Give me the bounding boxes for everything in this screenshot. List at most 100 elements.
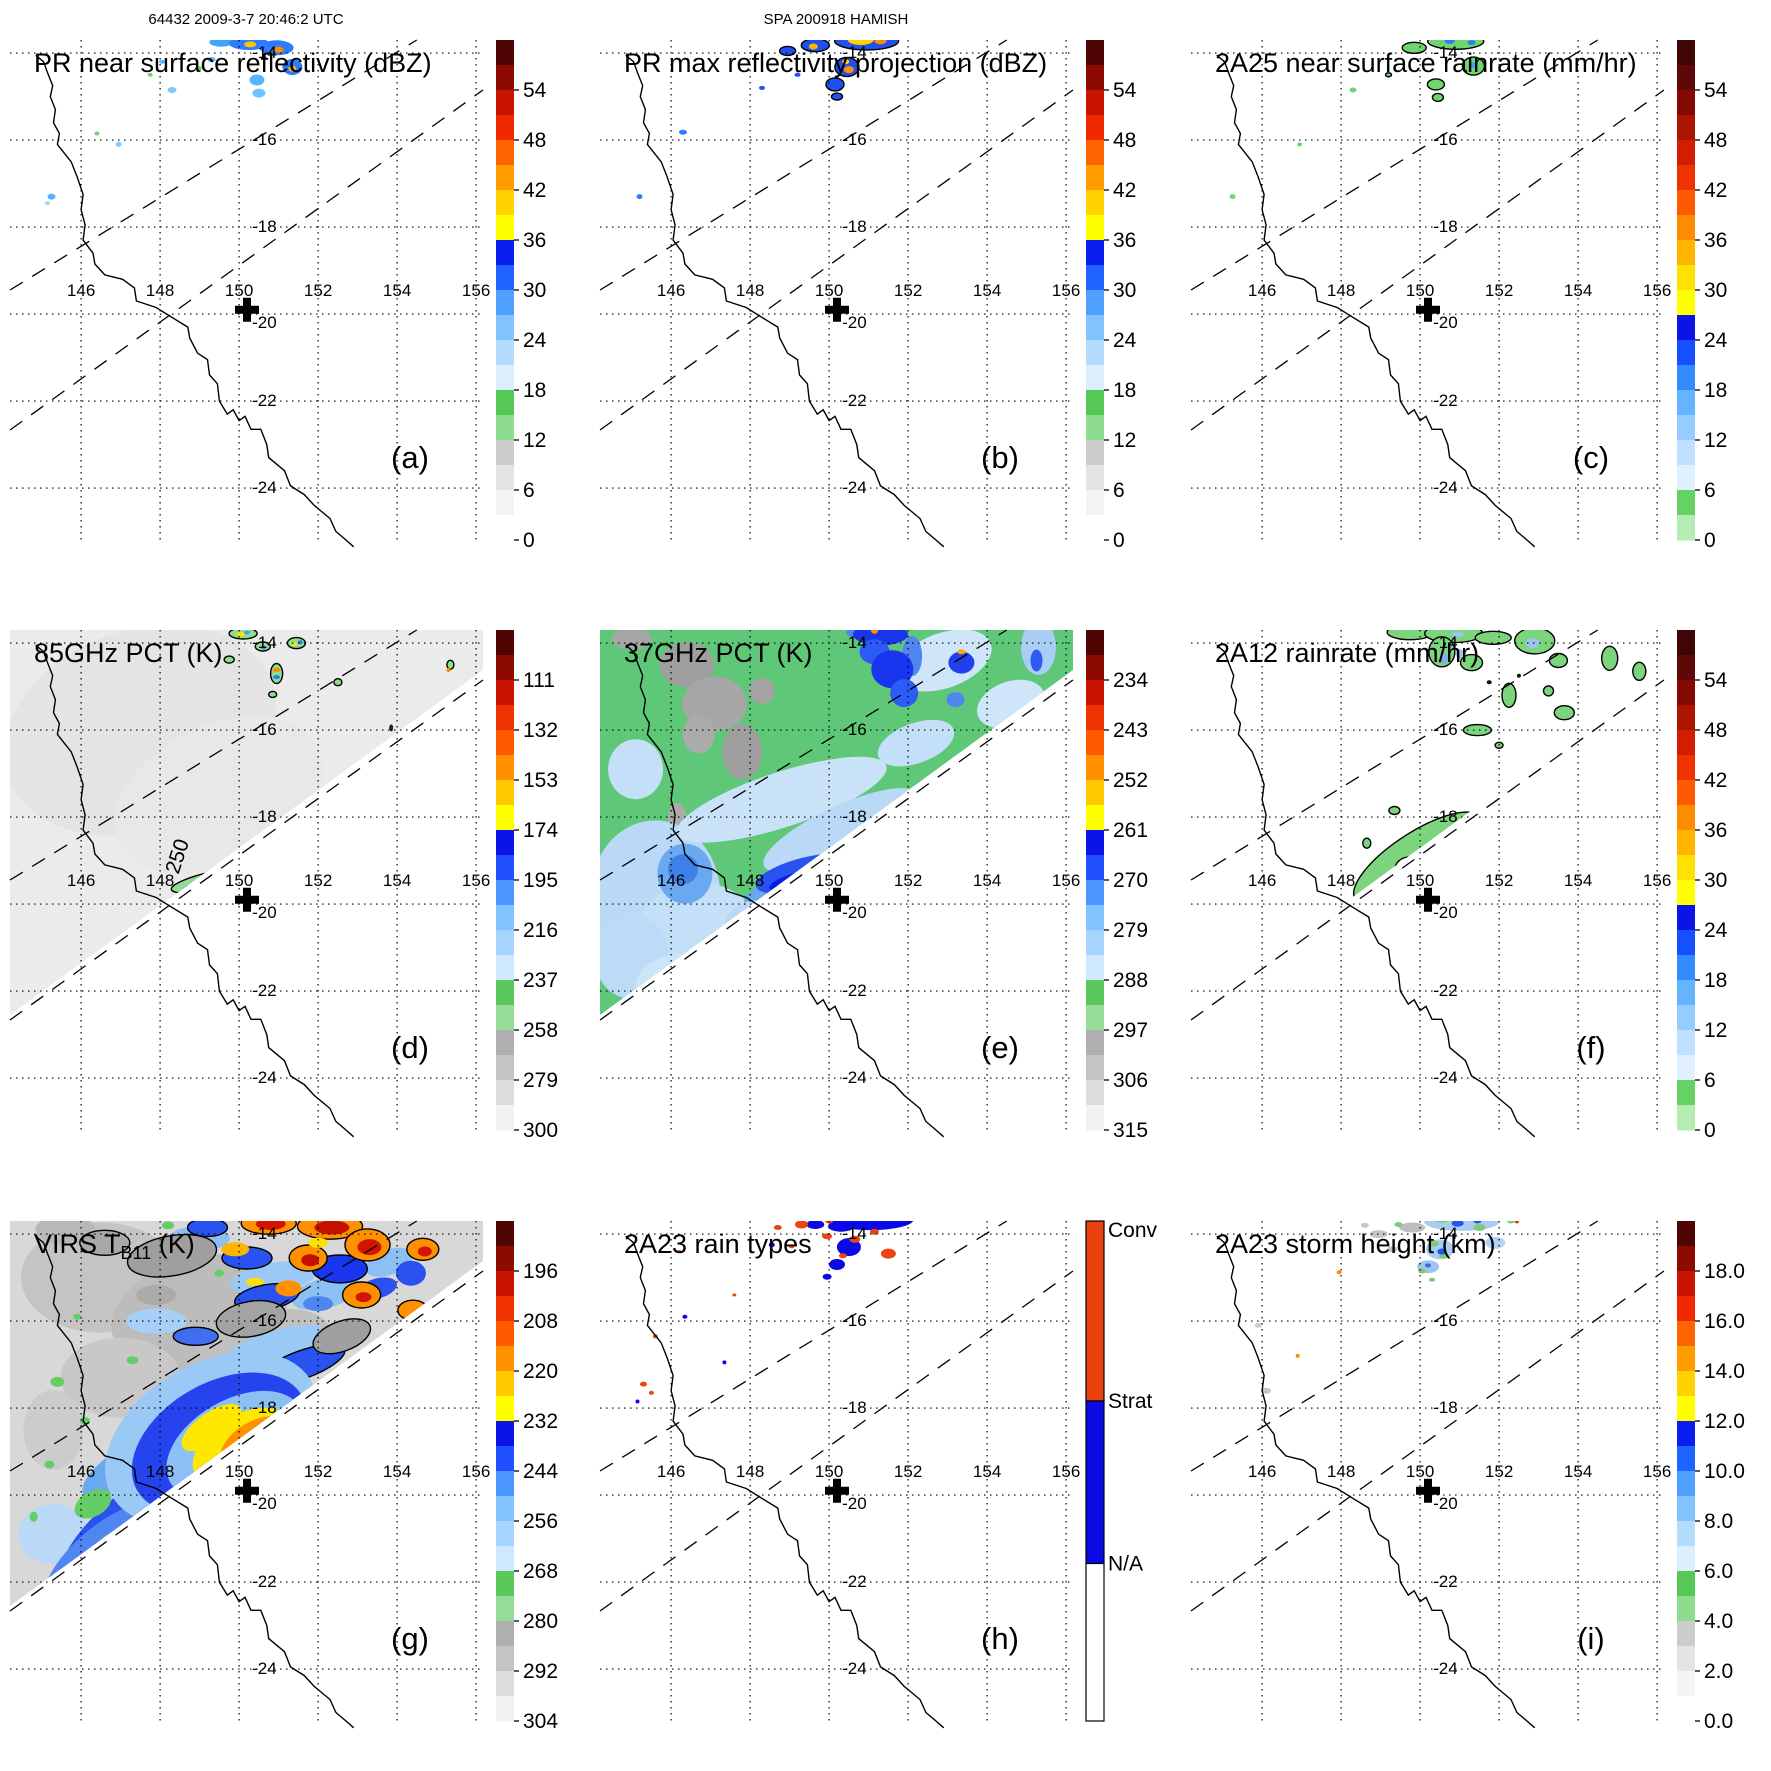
colorbar-segment <box>1676 190 1695 216</box>
data-blob <box>147 72 153 77</box>
data-blob <box>308 1237 329 1248</box>
colorbar-segment <box>1676 1545 1695 1572</box>
data-blob <box>849 1235 861 1243</box>
colorbar-tick-label: 30 <box>1113 279 1136 302</box>
lon-tick-label: 154 <box>383 1462 411 1481</box>
colorbar-segment <box>1086 805 1105 831</box>
colorbar-segment <box>1086 905 1105 931</box>
lon-tick-label: 148 <box>736 871 764 890</box>
colorbar-segment <box>1676 390 1695 416</box>
colorbar-category-label: Conv <box>1108 1219 1158 1242</box>
colorbar-tick-label: 30 <box>1704 869 1727 892</box>
colorbar-tick-label: 220 <box>523 1360 558 1383</box>
colorbar-segment <box>1676 830 1695 856</box>
data-blob <box>1451 631 1464 638</box>
colorbar-tick-label: 256 <box>523 1510 558 1533</box>
colorbar-tick-label: 18.0 <box>1704 1260 1745 1283</box>
data-blob <box>167 87 177 93</box>
colorbar-segment <box>496 905 514 931</box>
data-blob <box>23 1389 84 1470</box>
data-blob <box>1473 1220 1482 1224</box>
data-blob <box>659 642 715 688</box>
data-blob <box>1444 40 1455 44</box>
lat-tick-label: -16 <box>842 1311 867 1330</box>
panel-d: 146 148 150 152 154 156-14-16-18-20-22-24250(… <box>9 629 558 1142</box>
data-blob <box>1439 652 1448 665</box>
colorbar-segment <box>496 1245 514 1272</box>
lat-tick-label: -20 <box>252 903 277 922</box>
colorbar-tick-label: 252 <box>1113 769 1148 792</box>
colorbar-segment <box>496 730 514 756</box>
data-blob <box>779 45 797 57</box>
data-blob <box>73 1313 82 1320</box>
data-blob <box>600 914 670 1000</box>
colorbar-segment <box>1676 340 1695 366</box>
colorbar-segment <box>496 805 514 831</box>
colorbar-segment <box>496 440 514 466</box>
coastline <box>625 644 945 1138</box>
colorbar-segment <box>1676 490 1695 516</box>
colorbar-tick-label: 237 <box>523 969 558 992</box>
graticule <box>600 630 1074 1131</box>
colorbar-segment <box>496 755 514 781</box>
data-blob <box>1369 1229 1388 1238</box>
colorbar-segment <box>1676 705 1695 731</box>
colorbar-segment <box>1676 440 1695 466</box>
colorbar-segment <box>1676 415 1695 441</box>
data-blob <box>244 41 257 48</box>
data-blob <box>1424 1263 1431 1268</box>
data-blob <box>890 679 919 708</box>
data-blob <box>1426 40 1485 50</box>
colorbar-segment <box>496 930 514 956</box>
colorbar-tick-label: 270 <box>1113 869 1148 892</box>
panel-letter: (d) <box>391 1030 429 1065</box>
data-blob <box>723 900 794 961</box>
lat-tick-label: -18 <box>842 1398 867 1417</box>
axis-labels: 146 148 150 152 154 156 -14 -16 -18 -20 -22 -24 <box>67 633 490 1087</box>
coastline <box>625 1235 945 1728</box>
data-blob <box>1548 653 1568 669</box>
data-blob <box>806 1220 825 1229</box>
colorbar-segment <box>496 515 514 541</box>
colorbar-segment <box>1086 1005 1105 1031</box>
data-blob <box>608 739 664 800</box>
data-blob <box>357 1238 382 1255</box>
lat-tick-label: -16 <box>252 720 277 739</box>
data-blob <box>1254 1322 1262 1328</box>
data-blob <box>874 40 887 45</box>
colorbar-tick-label: 196 <box>523 1260 558 1283</box>
lon-tick-label: 148 <box>146 871 174 890</box>
data-blob <box>126 1355 139 1364</box>
data-blob <box>842 59 850 65</box>
colorbar-tick-label: 24 <box>1704 329 1728 352</box>
data-blob <box>333 678 343 687</box>
lat-tick-label: -24 <box>1433 1068 1458 1087</box>
lon-tick-label: 152 <box>1485 281 1513 300</box>
lon-tick-label: 152 <box>894 871 922 890</box>
lon-tick-label: 152 <box>304 281 332 300</box>
colorbar: 234 243 252 261 270 279 288 297 306 315 <box>1086 630 1149 1142</box>
colorbar-tick-label: 36 <box>1704 819 1727 842</box>
colorbar-segment <box>496 315 514 341</box>
data-blob <box>1451 1220 1464 1227</box>
coastline <box>35 644 355 1138</box>
graticule <box>600 40 1074 540</box>
colorbar-tick-label: 10.0 <box>1704 1460 1745 1483</box>
colorbar-segment <box>1086 240 1105 266</box>
colorbar-segment <box>496 240 514 266</box>
colorbar-tick-label: 12 <box>1704 429 1727 452</box>
colorbar-tick-label: 16.0 <box>1704 1310 1745 1333</box>
data-blob <box>1437 848 1446 854</box>
lon-tick-label: 156 <box>1052 1462 1080 1481</box>
lat-tick-label: -20 <box>842 313 867 332</box>
colorbar-segment <box>1676 755 1695 781</box>
panel-letter: (b) <box>981 440 1019 475</box>
data-blob <box>1631 661 1647 682</box>
data-blob <box>255 1220 286 1230</box>
colorbar-segment <box>1676 730 1695 756</box>
lat-tick-label: -22 <box>252 1572 277 1591</box>
colorbar-segment <box>1086 290 1105 316</box>
data-blob <box>1387 1245 1398 1252</box>
data-blob <box>876 1220 917 1225</box>
lon-tick-label: 150 <box>225 871 253 890</box>
